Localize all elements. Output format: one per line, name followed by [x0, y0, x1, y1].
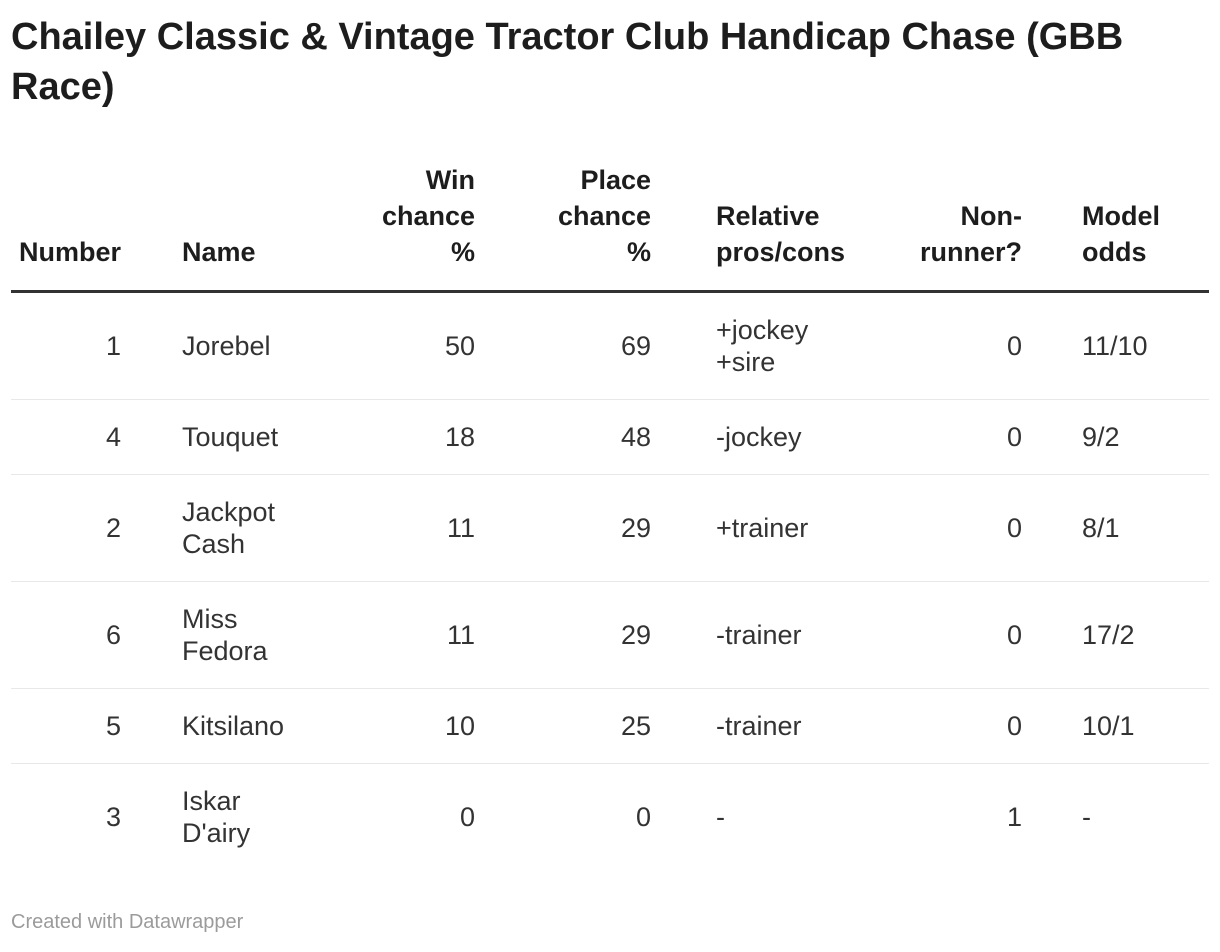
cell-win: 11: [339, 581, 475, 689]
col-header-number: Number: [11, 142, 121, 293]
cell-win: 10: [339, 688, 475, 764]
cell-pros: -: [716, 802, 725, 832]
cell-name: Kitsilano: [121, 688, 339, 764]
cell-number: 3: [105, 802, 121, 832]
cell-nonrunner: 0: [889, 291, 1022, 400]
cell-odds: -: [1082, 802, 1091, 832]
cell-odds: 8/1: [1022, 474, 1209, 582]
cell-place: 29: [475, 474, 651, 582]
cell-place: 0: [635, 802, 651, 832]
cell-odds: 11/10: [1022, 291, 1209, 400]
cell-name: Jorebel: [121, 291, 339, 400]
header-row: Number Name Win chance % Place chance % …: [11, 142, 1209, 293]
table-row: 5 Kitsilano 10 25 -trainer 0 10/1: [11, 688, 1209, 764]
cell-number: 4: [11, 399, 121, 475]
table-row: 6 Miss Fedora 11 29 -trainer 0 17/2: [11, 581, 1209, 689]
datawrapper-table-chart: Chailey Classic & Vintage Tractor Club H…: [0, 12, 1220, 934]
cell-number: 2: [11, 474, 121, 582]
table-row: 1 Jorebel 50 69 +jockey +sire 0 11/10: [11, 291, 1209, 400]
cell-place: 69: [475, 291, 651, 400]
chart-title: Chailey Classic & Vintage Tractor Club H…: [11, 16, 1124, 108]
cell-pros: +jockey +sire: [651, 291, 889, 400]
cell-number: 5: [11, 688, 121, 764]
table-row: 4 Touquet 18 48 -jockey 0 9/2: [11, 399, 1209, 475]
cell-odds: 9/2: [1022, 399, 1209, 475]
cell-win: 0: [459, 802, 475, 832]
cell-nonrunner: 1: [1006, 802, 1022, 832]
cell-pros: -trainer: [651, 688, 889, 764]
cell-nonrunner: 0: [889, 688, 1022, 764]
cell-place: 29: [475, 581, 651, 689]
cell-place: 25: [475, 688, 651, 764]
cell-nonrunner: 0: [889, 474, 1022, 582]
cell-odds: 10/1: [1022, 688, 1209, 764]
col-header-win: Win chance %: [339, 142, 475, 293]
table-header: Number Name Win chance % Place chance % …: [11, 142, 1209, 293]
table-row: 2 Jackpot Cash 11 29 +trainer 0 8/1: [11, 474, 1209, 582]
cell-odds: 17/2: [1022, 581, 1209, 689]
col-header-name: Name: [121, 142, 339, 293]
cell-pros: +trainer: [651, 474, 889, 582]
col-header-odds: Model odds: [1022, 142, 1209, 293]
cell-number: 6: [11, 581, 121, 689]
datawrapper-credit-link[interactable]: Created with Datawrapper: [11, 911, 244, 933]
cell-win: 50: [339, 291, 475, 400]
cell-place: 48: [475, 399, 651, 475]
cell-win: 18: [339, 399, 475, 475]
col-header-nonrunner: Non- runner?: [889, 142, 1022, 293]
cell-name: Touquet: [121, 399, 339, 475]
cell-name: Miss Fedora: [121, 581, 339, 689]
col-header-pros: Relative pros/cons: [651, 142, 889, 293]
cell-name: Jackpot Cash: [121, 474, 339, 582]
cell-win: 11: [339, 474, 475, 582]
cell-nonrunner: 0: [889, 581, 1022, 689]
cell-pros: -trainer: [651, 581, 889, 689]
cell-pros: -jockey: [651, 399, 889, 475]
cell-name: Iskar D'airy: [182, 786, 251, 848]
table-row: 3 Iskar D'airy 0 0 - 1 -: [11, 764, 1209, 871]
cell-number: 1: [11, 291, 121, 400]
race-table: Number Name Win chance % Place chance % …: [11, 142, 1209, 870]
chart-footer: Created with Datawrapper: [11, 910, 1209, 934]
table-body: 1 Jorebel 50 69 +jockey +sire 0 11/10 4 …: [11, 291, 1209, 871]
col-header-place: Place chance %: [475, 142, 651, 293]
cell-nonrunner: 0: [889, 399, 1022, 475]
